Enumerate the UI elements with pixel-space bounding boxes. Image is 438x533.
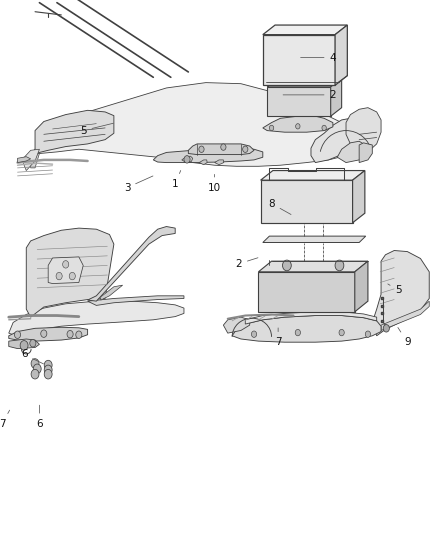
Polygon shape (263, 25, 347, 35)
Text: 1: 1 (172, 171, 181, 189)
Circle shape (44, 365, 52, 375)
Circle shape (339, 329, 344, 336)
Polygon shape (353, 171, 365, 223)
Text: 9: 9 (398, 327, 411, 347)
Circle shape (296, 124, 300, 129)
Polygon shape (199, 160, 207, 165)
Polygon shape (372, 251, 429, 336)
Polygon shape (31, 83, 368, 166)
Polygon shape (9, 339, 39, 349)
Circle shape (41, 330, 47, 337)
Polygon shape (22, 149, 39, 171)
Polygon shape (261, 171, 365, 180)
Polygon shape (88, 227, 175, 301)
Text: 5: 5 (388, 284, 402, 295)
Circle shape (184, 156, 190, 163)
Text: 3: 3 (124, 176, 153, 192)
Polygon shape (261, 180, 353, 223)
Polygon shape (355, 261, 368, 312)
Polygon shape (9, 327, 88, 341)
Text: 7: 7 (275, 328, 282, 347)
Circle shape (20, 341, 28, 350)
Circle shape (31, 359, 39, 368)
Circle shape (14, 331, 21, 338)
Circle shape (44, 360, 52, 370)
Circle shape (322, 125, 326, 131)
Text: 5: 5 (80, 123, 113, 135)
Circle shape (221, 144, 226, 150)
Circle shape (295, 329, 300, 336)
Circle shape (335, 260, 344, 271)
Polygon shape (331, 78, 342, 116)
Polygon shape (26, 228, 114, 317)
Text: 6: 6 (36, 405, 43, 429)
Text: 4: 4 (300, 53, 336, 62)
Polygon shape (381, 301, 429, 330)
Polygon shape (258, 272, 355, 312)
Circle shape (199, 146, 204, 152)
Text: 10: 10 (208, 174, 221, 192)
Circle shape (33, 364, 41, 374)
Polygon shape (223, 317, 250, 333)
Polygon shape (263, 116, 333, 132)
Polygon shape (337, 141, 364, 163)
Polygon shape (263, 236, 366, 243)
Circle shape (269, 125, 274, 131)
Text: 8: 8 (268, 199, 291, 214)
Polygon shape (9, 301, 184, 335)
Circle shape (383, 325, 389, 332)
Circle shape (30, 340, 36, 347)
Polygon shape (346, 108, 381, 160)
Polygon shape (18, 157, 31, 163)
Polygon shape (182, 156, 193, 163)
Circle shape (56, 272, 62, 280)
Polygon shape (267, 87, 331, 116)
Text: 2: 2 (283, 90, 336, 100)
Polygon shape (258, 261, 368, 272)
Polygon shape (88, 296, 184, 305)
Circle shape (365, 331, 371, 337)
Circle shape (67, 330, 73, 338)
Polygon shape (359, 143, 372, 163)
Polygon shape (311, 118, 372, 163)
Polygon shape (153, 148, 263, 163)
Polygon shape (31, 152, 39, 168)
Circle shape (243, 146, 248, 152)
Polygon shape (232, 316, 381, 342)
Polygon shape (335, 25, 347, 85)
Polygon shape (35, 110, 114, 154)
Polygon shape (48, 257, 83, 284)
Polygon shape (101, 285, 123, 300)
Text: 7: 7 (0, 410, 10, 429)
Polygon shape (245, 312, 377, 324)
Polygon shape (188, 144, 254, 155)
Polygon shape (263, 35, 335, 85)
Circle shape (63, 261, 69, 268)
Polygon shape (215, 160, 224, 165)
Text: 6: 6 (21, 350, 43, 364)
Circle shape (76, 331, 82, 338)
Text: 2: 2 (235, 258, 258, 269)
Circle shape (283, 260, 291, 271)
Polygon shape (267, 78, 342, 87)
Circle shape (31, 369, 39, 379)
Circle shape (251, 331, 257, 337)
Circle shape (44, 369, 52, 379)
Circle shape (69, 272, 75, 280)
